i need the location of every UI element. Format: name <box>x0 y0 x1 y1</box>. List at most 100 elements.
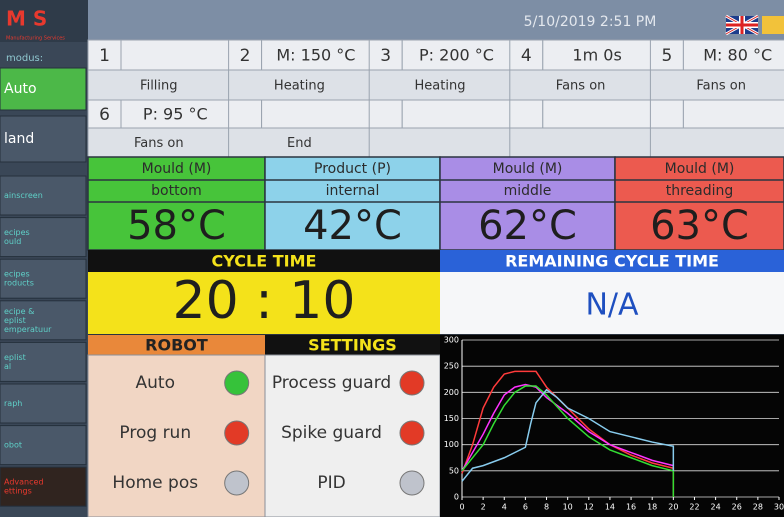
status-indicator <box>399 470 425 496</box>
step-value: P: 200 °C <box>419 46 494 65</box>
sensor-position: bottom <box>151 183 202 199</box>
robot-item-label: Prog run <box>119 423 191 443</box>
step-label-cell <box>649 127 784 158</box>
settings-item-label: Spike guard <box>281 423 382 443</box>
y-tick-label: 300 <box>444 336 459 345</box>
step-number-cell <box>649 39 684 71</box>
y-tick-label: 100 <box>444 440 459 449</box>
step-value-cell <box>261 99 371 129</box>
menu-label: emperatuur <box>4 325 52 334</box>
settings-header <box>265 335 440 355</box>
robot-item-label: Home pos <box>112 473 198 493</box>
menu-button[interactable] <box>0 115 87 163</box>
mode-label: modus: <box>6 53 43 64</box>
sensor-position: threading <box>666 183 734 199</box>
menu-label: Auto <box>4 81 37 97</box>
step-value: M: 80 °C <box>703 46 772 65</box>
x-tick-label: 16 <box>626 503 636 512</box>
temperature-value: 58°C <box>127 203 226 249</box>
sensor-name: Product (P) <box>314 161 391 177</box>
menu-button[interactable] <box>0 425 87 466</box>
logo-subtitle: Manufacturing Services <box>6 36 65 42</box>
robot-item-label: Auto <box>136 373 175 393</box>
date-time: 5/10/2019 2:51 PM <box>524 14 657 30</box>
step-value-cell <box>682 39 784 71</box>
step-value-cell <box>261 39 371 71</box>
robot-title: ROBOT <box>145 336 208 355</box>
graph-background <box>440 335 784 517</box>
remaining-panel <box>440 272 784 334</box>
x-tick-label: 30 <box>774 503 784 512</box>
status-indicator <box>399 420 425 446</box>
menu-label: roducts <box>4 279 34 288</box>
step-number: 2 <box>240 46 251 66</box>
menu-button[interactable] <box>0 383 87 424</box>
settings-title: SETTINGS <box>308 336 397 355</box>
remaining-value: N/A <box>585 288 639 323</box>
step-number-cell <box>228 99 263 129</box>
step-value: P: 95 °C <box>143 105 208 124</box>
cycle-time-value: 20 : 10 <box>173 271 356 331</box>
flag <box>725 14 784 36</box>
menu-button[interactable] <box>0 217 87 258</box>
menu-label: eplist <box>4 353 26 362</box>
menu-button[interactable] <box>0 258 87 299</box>
step-label-cell <box>368 127 512 158</box>
step-number: 3 <box>380 46 391 66</box>
x-tick-label: 4 <box>502 503 507 512</box>
step-label: End <box>287 136 312 151</box>
step-number-cell <box>228 39 263 71</box>
step-label: Fans on <box>556 79 606 94</box>
menu-button[interactable] <box>0 175 87 216</box>
status-indicator <box>224 470 250 496</box>
step-value: M: 150 °C <box>276 46 355 65</box>
step-label-cell <box>228 69 371 101</box>
cycle-time-panel <box>88 272 440 334</box>
robot-header <box>88 335 265 355</box>
logo: M S <box>6 7 47 31</box>
menu-label: raph <box>4 399 22 408</box>
menu-button[interactable] <box>0 466 87 507</box>
temperature-panel <box>614 156 784 251</box>
menu-label: ettings <box>4 487 32 496</box>
cycle-time-title: CYCLE TIME <box>212 252 317 271</box>
menu-label: eplist <box>4 316 26 325</box>
step-number: 6 <box>99 105 110 125</box>
x-tick-label: 12 <box>584 503 594 512</box>
step-label: Heating <box>415 79 466 94</box>
menu-button[interactable] <box>0 67 87 111</box>
x-tick-label: 14 <box>605 503 615 512</box>
step-value-cell <box>401 99 512 129</box>
menu-button[interactable] <box>0 341 87 382</box>
step-number: 4 <box>521 46 532 66</box>
x-tick-label: 22 <box>689 503 699 512</box>
temperature-curve <box>461 370 675 497</box>
menu-label: ecipes <box>4 228 30 237</box>
status-indicator <box>224 420 250 446</box>
step-label-cell <box>228 127 371 158</box>
menu-label: obot <box>4 441 22 450</box>
step-number-cell <box>368 99 403 129</box>
y-tick-label: 250 <box>444 362 459 371</box>
remaining-header <box>440 250 784 272</box>
temperature-curve <box>461 385 675 497</box>
menu-label: ainscreen <box>4 191 43 200</box>
step-number: 1 <box>99 46 110 66</box>
step-value-cell <box>120 39 231 71</box>
step-label-cell <box>87 127 231 158</box>
menu-button[interactable] <box>0 300 87 341</box>
temperature-panel <box>439 156 616 251</box>
step-label-cell <box>368 69 512 101</box>
step-value: 1m 0s <box>572 46 621 65</box>
temperature-panel <box>87 156 266 251</box>
x-tick-label: 8 <box>544 503 549 512</box>
step-label-cell <box>509 127 652 158</box>
x-tick-label: 24 <box>711 503 721 512</box>
logo-area <box>0 0 88 42</box>
step-value-cell <box>682 99 784 129</box>
y-tick-label: 150 <box>444 414 459 423</box>
x-tick-label: 18 <box>647 503 657 512</box>
sensor-name: Mould (M) <box>665 161 735 177</box>
